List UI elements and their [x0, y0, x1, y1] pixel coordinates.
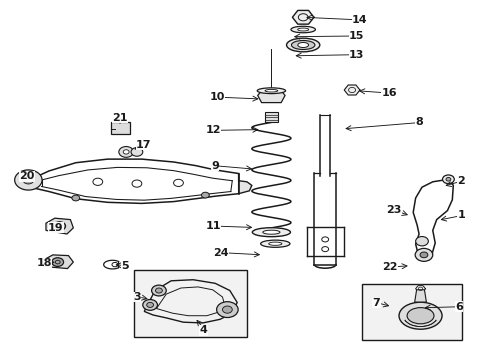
- Circle shape: [155, 288, 162, 293]
- Ellipse shape: [406, 307, 433, 324]
- Ellipse shape: [252, 228, 290, 237]
- Ellipse shape: [260, 240, 289, 247]
- Polygon shape: [415, 285, 425, 292]
- Circle shape: [442, 175, 453, 184]
- Text: 10: 10: [209, 92, 224, 102]
- Circle shape: [93, 178, 102, 185]
- Text: 16: 16: [381, 88, 396, 98]
- FancyBboxPatch shape: [134, 270, 246, 337]
- Text: 22: 22: [382, 262, 397, 272]
- Ellipse shape: [297, 42, 308, 48]
- Circle shape: [57, 224, 62, 228]
- Text: 19: 19: [48, 222, 63, 233]
- Polygon shape: [292, 10, 313, 24]
- Circle shape: [222, 306, 232, 313]
- Polygon shape: [46, 218, 73, 234]
- Circle shape: [15, 170, 42, 190]
- Circle shape: [52, 258, 63, 266]
- Text: 18: 18: [37, 258, 52, 268]
- Text: 5: 5: [121, 261, 129, 271]
- Circle shape: [119, 147, 133, 157]
- Circle shape: [54, 222, 65, 230]
- Text: 11: 11: [205, 221, 221, 231]
- Ellipse shape: [290, 26, 315, 33]
- Circle shape: [123, 150, 129, 154]
- Text: 13: 13: [348, 50, 364, 60]
- Ellipse shape: [286, 38, 319, 52]
- Polygon shape: [264, 112, 278, 122]
- Text: 4: 4: [199, 325, 207, 336]
- Circle shape: [112, 262, 118, 267]
- Circle shape: [445, 177, 450, 181]
- Circle shape: [146, 302, 153, 307]
- Text: 8: 8: [415, 117, 423, 127]
- Text: 9: 9: [211, 161, 219, 171]
- Ellipse shape: [262, 230, 280, 234]
- FancyBboxPatch shape: [361, 284, 461, 340]
- Circle shape: [151, 285, 166, 296]
- Text: 24: 24: [213, 248, 228, 258]
- Ellipse shape: [291, 40, 314, 49]
- Circle shape: [414, 248, 432, 261]
- Text: 20: 20: [20, 171, 35, 181]
- Text: 3: 3: [133, 292, 141, 302]
- Circle shape: [132, 180, 142, 187]
- Ellipse shape: [257, 88, 285, 94]
- Circle shape: [55, 260, 60, 264]
- Circle shape: [131, 148, 142, 156]
- Text: 17: 17: [136, 140, 151, 150]
- Circle shape: [142, 300, 157, 310]
- Ellipse shape: [264, 89, 277, 92]
- Polygon shape: [257, 91, 285, 103]
- Circle shape: [173, 179, 183, 186]
- Ellipse shape: [398, 302, 441, 329]
- Text: 6: 6: [454, 302, 462, 312]
- Text: 23: 23: [386, 204, 401, 215]
- Polygon shape: [20, 175, 33, 188]
- Circle shape: [321, 237, 328, 242]
- Polygon shape: [344, 85, 359, 95]
- Text: 15: 15: [348, 31, 364, 41]
- Text: 1: 1: [456, 210, 464, 220]
- Circle shape: [23, 176, 34, 184]
- Text: 14: 14: [351, 15, 367, 25]
- Text: 2: 2: [456, 176, 464, 186]
- Polygon shape: [43, 255, 73, 269]
- Circle shape: [419, 252, 427, 258]
- FancyBboxPatch shape: [110, 122, 129, 134]
- Polygon shape: [238, 174, 251, 194]
- Polygon shape: [414, 290, 426, 302]
- Ellipse shape: [268, 242, 281, 246]
- Circle shape: [216, 302, 238, 318]
- Circle shape: [72, 195, 80, 201]
- Circle shape: [321, 247, 328, 252]
- Circle shape: [201, 192, 209, 198]
- Text: 12: 12: [205, 125, 221, 135]
- Ellipse shape: [297, 28, 308, 31]
- Text: 21: 21: [112, 113, 128, 123]
- Text: 7: 7: [372, 298, 380, 308]
- Circle shape: [415, 237, 427, 246]
